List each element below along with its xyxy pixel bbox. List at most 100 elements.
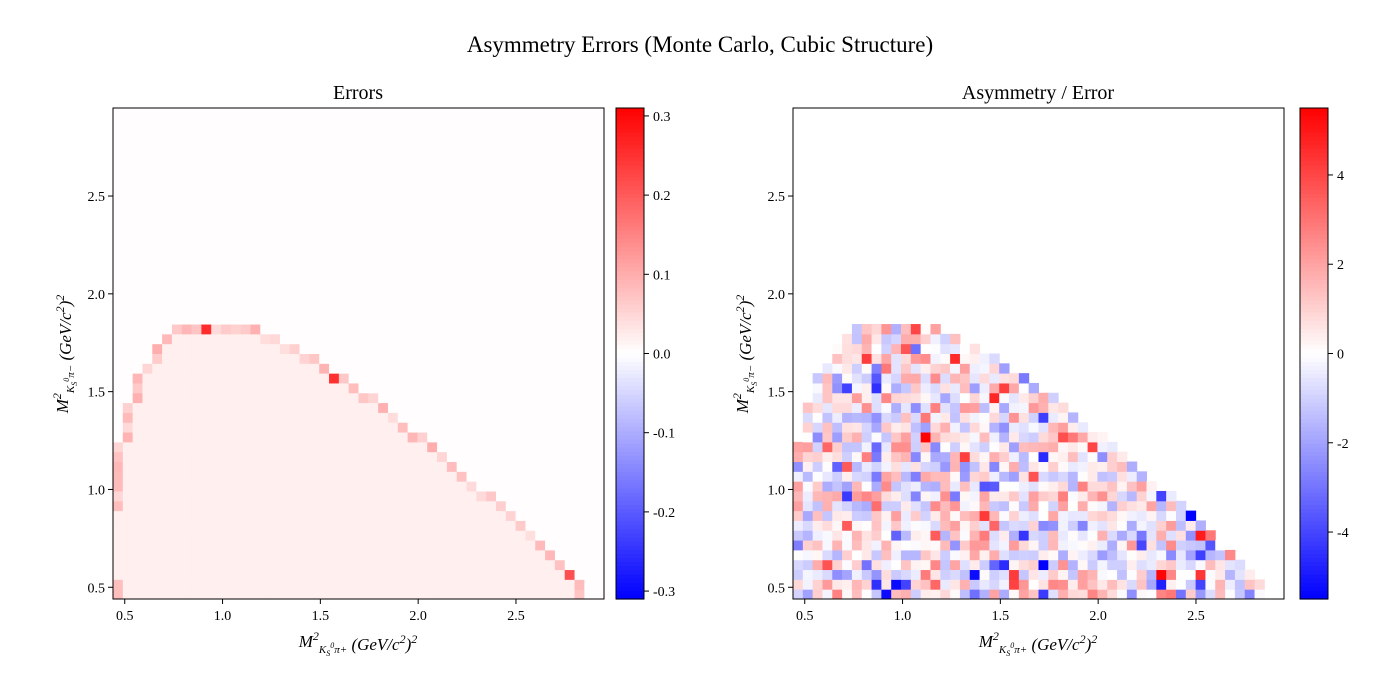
heatmap-cell — [910, 451, 922, 463]
heatmap-cell — [505, 235, 517, 246]
heatmap-cell — [113, 333, 124, 345]
heatmap-cell — [1048, 490, 1059, 502]
heatmap-cell — [132, 559, 143, 571]
heatmap-cell — [1136, 500, 1148, 512]
heatmap-cell — [1077, 422, 1089, 433]
heatmap-cell — [446, 589, 458, 600]
heatmap-cell — [950, 559, 961, 571]
heatmap-cell — [289, 579, 301, 590]
heatmap-cell — [348, 108, 359, 119]
heatmap-cell — [260, 461, 271, 472]
heatmap-cell — [348, 373, 359, 384]
heatmap-cell — [181, 500, 193, 512]
colorbar-swatch — [616, 271, 644, 277]
heatmap-cell — [329, 549, 340, 561]
colorbar-swatch — [616, 210, 644, 215]
heatmap-cell — [456, 216, 468, 227]
heatmap-cell — [201, 196, 212, 207]
heatmap-cell — [554, 225, 566, 237]
heatmap-cell — [260, 402, 271, 413]
heatmap-cell — [368, 481, 379, 492]
heatmap-cell — [221, 235, 232, 246]
heatmap-cell — [1009, 579, 1020, 590]
heatmap-cell — [969, 441, 981, 453]
heatmap-cell — [842, 589, 853, 600]
heatmap-cell — [476, 490, 487, 502]
heatmap-cell — [387, 540, 399, 551]
heatmap-cell — [113, 569, 124, 580]
heatmap-cell — [260, 304, 271, 315]
heatmap-cell — [122, 432, 134, 443]
heatmap-cell — [142, 382, 153, 394]
heatmap-cell — [969, 432, 981, 443]
heatmap-cell — [456, 432, 468, 443]
heatmap-cell — [545, 304, 556, 315]
heatmap-cell — [594, 265, 605, 276]
heatmap-cell — [427, 402, 438, 413]
heatmap-cell — [289, 382, 301, 394]
heatmap-cell — [191, 216, 202, 227]
heatmap-cell — [901, 422, 912, 433]
heatmap-cell — [466, 540, 477, 551]
heatmap-cell — [181, 196, 193, 207]
heatmap-cell — [338, 540, 350, 551]
heatmap-cell — [279, 363, 291, 374]
heatmap-cell — [950, 461, 961, 472]
heatmap-cell — [437, 245, 448, 256]
heatmap-cell — [348, 382, 359, 394]
heatmap-cell — [289, 108, 301, 119]
heatmap-cell — [842, 481, 853, 492]
heatmap-cell — [181, 225, 193, 237]
heatmap-cell — [221, 304, 232, 315]
heatmap-cell — [535, 441, 546, 453]
heatmap-cell — [822, 540, 833, 551]
heatmap-cell — [1009, 490, 1020, 502]
heatmap-cell — [201, 412, 212, 423]
heatmap-cell — [397, 373, 409, 384]
heatmap-cell — [466, 333, 477, 345]
heatmap-cell — [437, 432, 448, 443]
heatmap-cell — [486, 373, 497, 384]
heatmap-cell — [1126, 471, 1138, 482]
heatmap-cell — [476, 245, 487, 256]
heatmap-cell — [564, 147, 576, 158]
heatmap-cell — [211, 324, 222, 335]
heatmap-cell — [171, 392, 183, 404]
heatmap-cell — [162, 294, 173, 305]
heatmap-cell — [476, 382, 487, 394]
heatmap-cell — [240, 402, 251, 413]
heatmap-cell — [476, 304, 487, 315]
heatmap-cell — [1077, 530, 1089, 541]
colorbar-swatch — [1300, 529, 1328, 535]
heatmap-cell — [162, 490, 173, 502]
heatmap-cell — [554, 559, 566, 571]
heatmap-cell — [495, 274, 507, 286]
colorbar-swatch — [616, 255, 644, 260]
heatmap-cell — [260, 441, 271, 453]
heatmap-cell — [1175, 530, 1187, 541]
colorbar-swatch — [1300, 218, 1328, 224]
heatmap-cell — [309, 461, 320, 472]
heatmap-cell — [1087, 559, 1098, 571]
heatmap-cell — [940, 441, 951, 453]
heatmap-cell — [564, 265, 576, 276]
heatmap-cell — [152, 147, 163, 158]
heatmap-cell — [270, 147, 281, 158]
heatmap-cell — [545, 392, 556, 404]
heatmap-cell — [162, 540, 173, 551]
heatmap-cell — [1048, 432, 1059, 443]
heatmap-cell — [802, 500, 814, 512]
heatmap-cell — [201, 147, 212, 158]
heatmap-cell — [812, 569, 823, 580]
heatmap-cell — [181, 471, 193, 482]
colorbar-swatch — [1300, 578, 1328, 584]
colorbar-swatch — [1300, 267, 1328, 273]
heatmap-cell — [456, 451, 468, 463]
heatmap-cell — [417, 481, 428, 492]
heatmap-cell — [476, 117, 487, 129]
heatmap-cell — [240, 284, 251, 296]
colorbar-swatch — [616, 193, 644, 199]
heatmap-cell — [368, 216, 379, 227]
heatmap-cell — [495, 117, 507, 129]
heatmap-cell — [338, 373, 350, 384]
